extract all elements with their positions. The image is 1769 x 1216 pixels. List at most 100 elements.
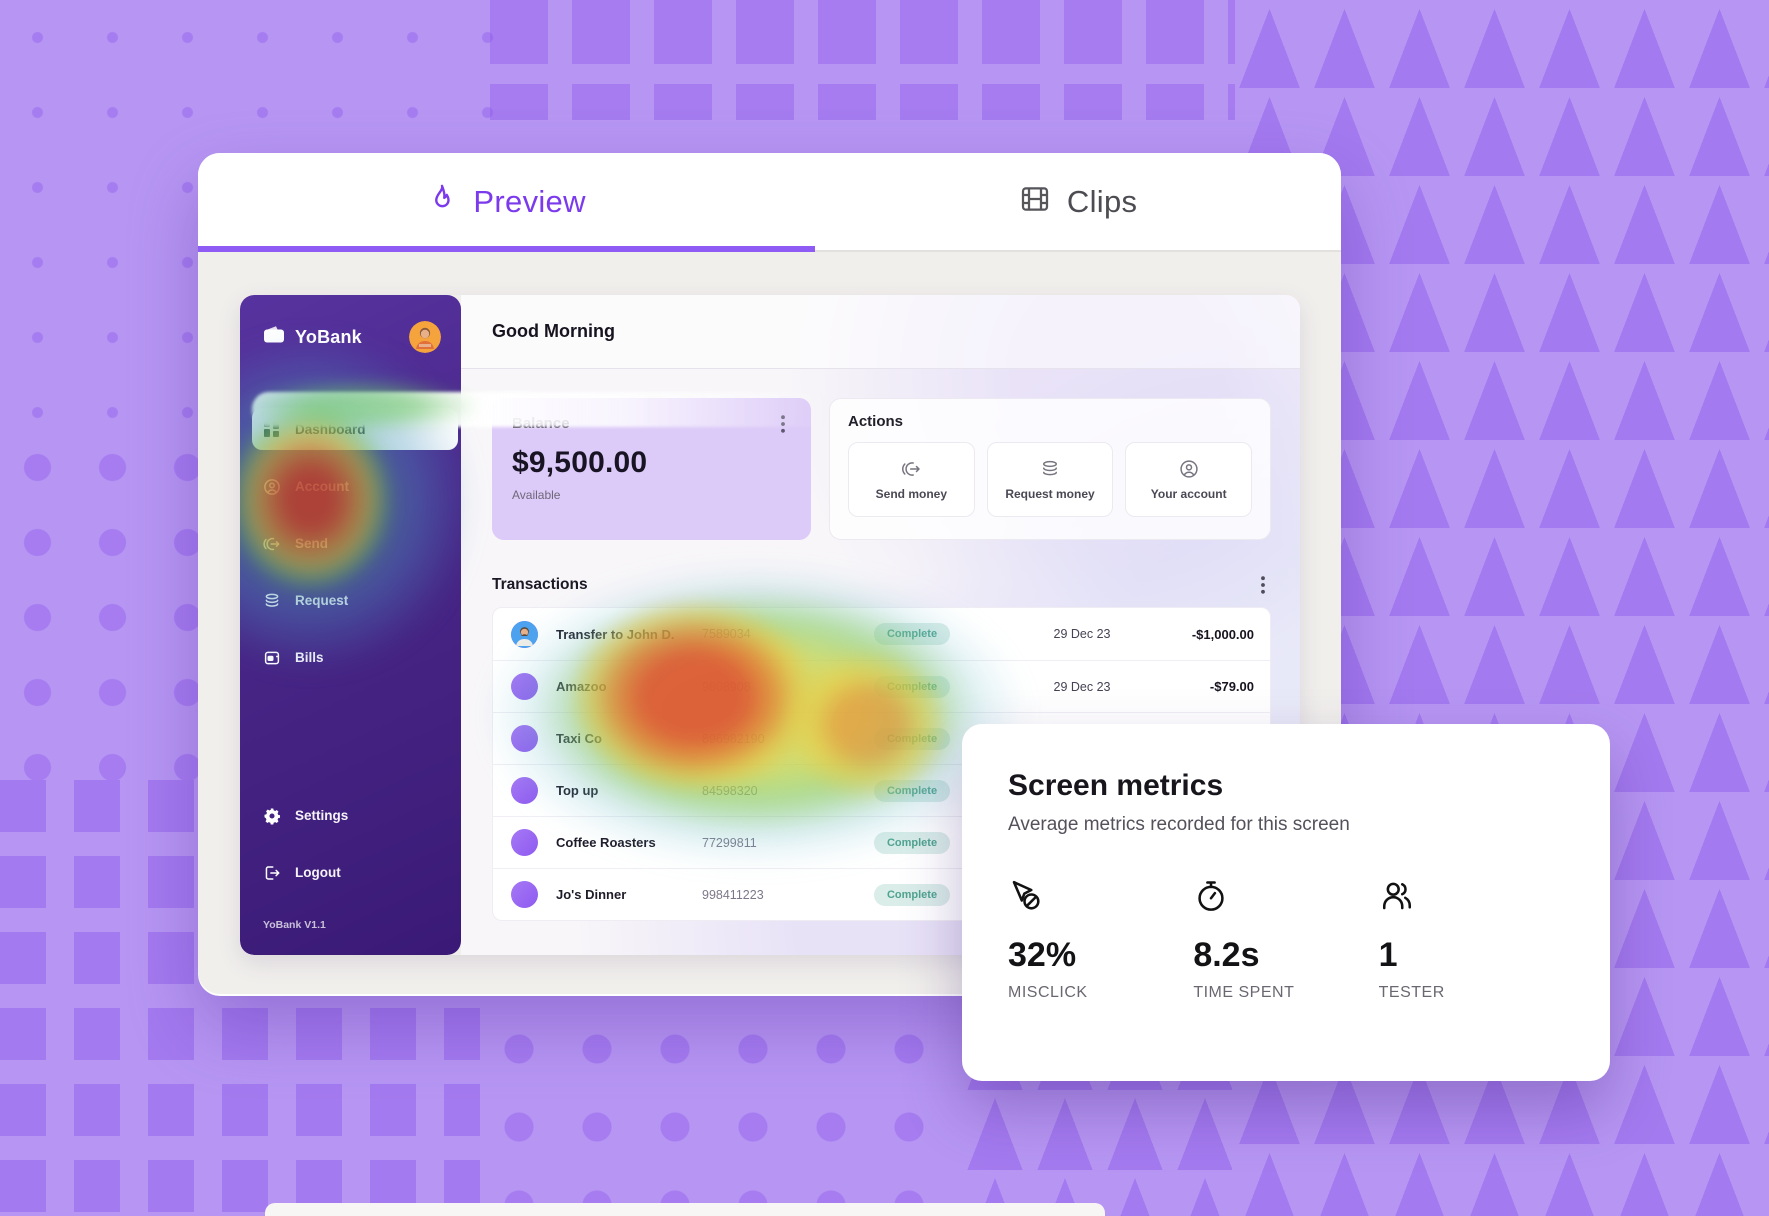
app-version: YoBank V1.1 — [263, 919, 326, 931]
metric-time-spent: 8.2s TIME SPENT — [1193, 878, 1378, 1002]
sidebar-nav: Dashboard Account — [240, 401, 461, 686]
tab-bar: Preview Clips — [198, 153, 1341, 252]
stopwatch-icon — [1193, 878, 1378, 914]
status-badge: Complete — [873, 779, 951, 802]
balance-card: Balance $9,500.00 Available — [492, 398, 811, 540]
tab-preview[interactable]: Preview — [198, 153, 815, 250]
balance-amount: $9,500.00 — [512, 446, 648, 479]
avatar — [511, 620, 538, 648]
metric-value: 8.2s — [1193, 936, 1260, 974]
tx-name: Jo's Dinner — [556, 887, 627, 902]
action-label: Send money — [875, 486, 948, 501]
sidebar-item-label: Bills — [295, 650, 324, 665]
metric-label: TIME SPENT — [1193, 984, 1295, 1001]
metrics-title: Screen metrics — [1008, 769, 1224, 802]
tx-id: 84598320 — [702, 783, 758, 798]
coins-icon — [263, 592, 281, 610]
sidebar-item-label: Logout — [295, 865, 341, 880]
avatar — [511, 673, 538, 700]
tx-date: 29 Dec 23 — [1053, 627, 1111, 641]
flame-icon — [427, 182, 457, 221]
sidebar-item-label: Send — [295, 536, 329, 551]
metric-value: 32% — [1008, 936, 1077, 974]
misclick-cursor-icon — [1008, 878, 1193, 914]
status-badge: Complete — [873, 623, 951, 645]
tab-preview-label: Preview — [473, 183, 586, 219]
avatar — [511, 725, 538, 752]
testers-icon — [1379, 878, 1564, 914]
user-avatar[interactable] — [409, 321, 441, 353]
balance-subtitle: Available — [512, 488, 561, 502]
tx-id: 77299811 — [702, 835, 757, 850]
sidebar-item-request[interactable]: Request — [240, 572, 461, 629]
send-money-button[interactable]: Send money — [848, 442, 975, 517]
bg-pattern-dots-bottom — [480, 1010, 960, 1216]
sidebar-item-bills[interactable]: Bills — [240, 629, 461, 686]
status-badge: Complete — [873, 883, 951, 906]
tab-clips-label: Clips — [1066, 183, 1138, 219]
sidebar-item-account[interactable]: Account — [240, 458, 461, 515]
transactions-kebab-menu-icon[interactable] — [1255, 576, 1271, 594]
send-money-icon — [901, 459, 922, 479]
tx-amount: -$79.00 — [1209, 679, 1254, 694]
dashboard-grid-icon — [263, 420, 281, 438]
film-icon — [1019, 183, 1051, 220]
your-account-button[interactable]: Your account — [1125, 442, 1253, 517]
tx-name: Top up — [556, 783, 599, 798]
request-money-icon — [1040, 459, 1060, 479]
tx-id: 998411223 — [702, 887, 764, 902]
actions-title: Actions — [848, 413, 904, 430]
metrics-subtitle: Average metrics recorded for this screen — [1008, 814, 1350, 835]
transactions-title: Transactions — [492, 576, 588, 593]
sidebar-item-dashboard[interactable]: Dashboard — [252, 408, 458, 450]
sidebar-item-settings[interactable]: Settings — [240, 787, 461, 844]
your-account-icon — [1179, 459, 1199, 479]
avatar — [511, 881, 538, 908]
send-icon — [263, 535, 281, 553]
table-row[interactable]: Transfer to John D. 7589034 Complete 29 … — [493, 608, 1270, 660]
tx-id: 896982190 — [702, 731, 765, 746]
balance-title: Balance — [512, 415, 570, 432]
gear-icon — [263, 807, 281, 825]
sidebar-item-send[interactable]: Send — [240, 515, 461, 572]
table-row[interactable]: Jo's Dinner 998411223 Complete — [493, 868, 1270, 920]
tx-date: 29 Dec 23 — [1053, 679, 1111, 694]
bg-pattern-squares-top — [490, 0, 1235, 120]
action-label: Request money — [1005, 486, 1095, 501]
sidebar-item-logout[interactable]: Logout — [240, 844, 461, 901]
request-money-button[interactable]: Request money — [986, 442, 1114, 517]
metric-value: 1 — [1378, 936, 1398, 974]
brand-name: YoBank — [295, 326, 362, 347]
metric-label: TESTER — [1378, 984, 1445, 1001]
sidebar-item-label: Settings — [295, 808, 349, 823]
tab-clips[interactable]: Clips — [815, 153, 1341, 250]
app-header: Good Morning — [461, 295, 1300, 369]
bills-icon — [263, 649, 281, 667]
balance-kebab-menu-icon[interactable] — [775, 415, 791, 433]
sidebar-item-label: Account — [295, 479, 349, 494]
avatar — [511, 829, 538, 856]
bottom-card-edge — [265, 1203, 1105, 1216]
tx-name: Taxi Co — [556, 731, 602, 746]
sidebar-header: YoBank — [240, 295, 461, 361]
tx-name: Transfer to John D. — [556, 626, 675, 642]
metric-misclick: 32% MISCLICK — [1008, 878, 1193, 1002]
table-row[interactable]: Amazoo 9808908 Complete 29 Dec 23 -$79.0… — [493, 660, 1270, 712]
metric-testers: 1 TESTER — [1379, 878, 1564, 1002]
sidebar-item-label: Request — [295, 593, 349, 608]
app-sidebar: YoBank — [240, 295, 461, 955]
tx-name: Coffee Roasters — [556, 835, 656, 850]
metric-label: MISCLICK — [1008, 984, 1088, 1001]
tx-name: Amazoo — [556, 679, 607, 694]
tx-amount: -$1,000.00 — [1191, 626, 1254, 642]
status-badge: Complete — [873, 831, 951, 854]
status-badge: Complete — [873, 727, 951, 750]
greeting-text: Good Morning — [492, 321, 615, 341]
account-icon — [263, 478, 281, 496]
tx-id: 7589034 — [702, 627, 751, 641]
tx-id: 9808908 — [702, 679, 751, 694]
screen-metrics-card: Screen metrics Average metrics recorded … — [962, 724, 1610, 1081]
sidebar-item-label: Dashboard — [295, 421, 366, 437]
action-label: Your account — [1150, 486, 1227, 501]
